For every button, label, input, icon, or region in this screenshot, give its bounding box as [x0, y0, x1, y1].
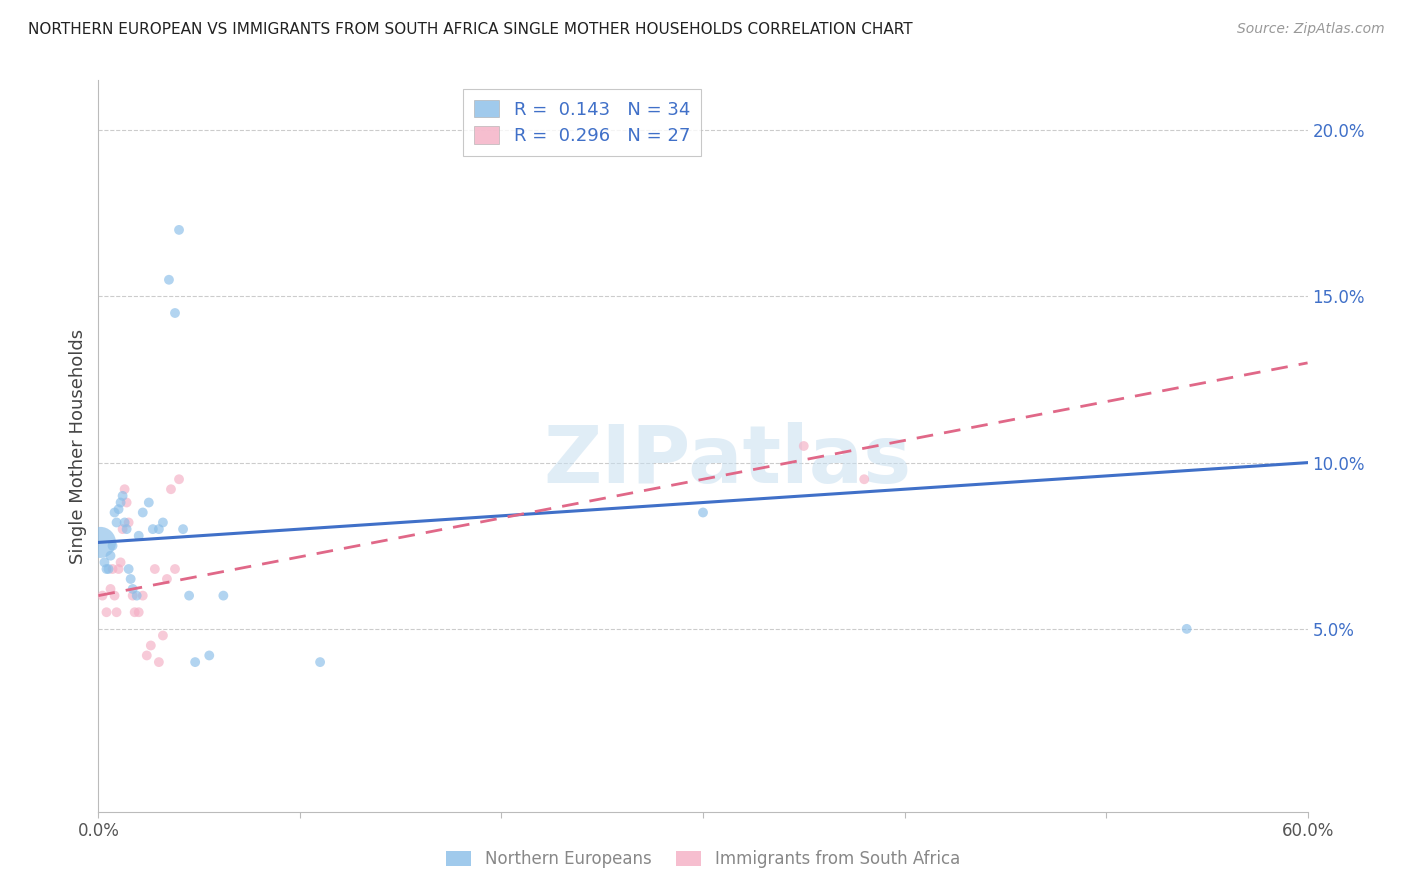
Text: NORTHERN EUROPEAN VS IMMIGRANTS FROM SOUTH AFRICA SINGLE MOTHER HOUSEHOLDS CORRE: NORTHERN EUROPEAN VS IMMIGRANTS FROM SOU…: [28, 22, 912, 37]
Point: [135, 648, 157, 663]
Point: [107, 562, 129, 576]
Point: [125, 589, 148, 603]
Point: [101, 539, 124, 553]
Point: [107, 502, 129, 516]
Point: [198, 648, 221, 663]
Point: [124, 605, 146, 619]
Point: [93, 555, 115, 569]
Point: [100, 549, 122, 563]
Point: [152, 516, 174, 530]
Point: [148, 655, 170, 669]
Point: [101, 562, 124, 576]
Point: [793, 439, 815, 453]
Point: [143, 562, 166, 576]
Point: [163, 562, 186, 576]
Point: [118, 562, 141, 576]
Point: [103, 589, 125, 603]
Point: [167, 223, 190, 237]
Point: [114, 516, 136, 530]
Point: [152, 628, 174, 642]
Point: [163, 306, 186, 320]
Point: [172, 522, 194, 536]
Point: [212, 589, 235, 603]
Point: [111, 489, 134, 503]
Point: [89, 535, 111, 549]
Point: [121, 582, 143, 596]
Y-axis label: Single Mother Households: Single Mother Households: [69, 328, 87, 564]
Point: [100, 582, 122, 596]
Point: [114, 482, 136, 496]
Point: [128, 605, 150, 619]
Point: [156, 572, 179, 586]
Point: [110, 555, 132, 569]
Point: [97, 562, 120, 576]
Point: [121, 589, 143, 603]
Point: [138, 495, 160, 509]
Point: [853, 472, 876, 486]
Point: [157, 273, 180, 287]
Point: [120, 572, 142, 586]
Point: [309, 655, 332, 669]
Point: [1175, 622, 1198, 636]
Point: [103, 506, 125, 520]
Point: [105, 516, 128, 530]
Point: [96, 562, 118, 576]
Point: [160, 482, 183, 496]
Point: [148, 522, 170, 536]
Point: [128, 529, 150, 543]
Point: [132, 589, 155, 603]
Point: [115, 495, 138, 509]
Point: [132, 506, 155, 520]
Point: [179, 589, 201, 603]
Point: [110, 495, 132, 509]
Point: [184, 655, 207, 669]
Legend: R =  0.143   N = 34, R =  0.296   N = 27: R = 0.143 N = 34, R = 0.296 N = 27: [463, 89, 702, 156]
Text: Source: ZipAtlas.com: Source: ZipAtlas.com: [1237, 22, 1385, 37]
Legend: Northern Europeans, Immigrants from South Africa: Northern Europeans, Immigrants from Sout…: [440, 844, 966, 875]
Point: [118, 516, 141, 530]
Point: [167, 472, 190, 486]
Point: [142, 522, 165, 536]
Point: [96, 605, 118, 619]
Point: [105, 605, 128, 619]
Point: [139, 639, 162, 653]
Text: ZIPatlas: ZIPatlas: [543, 422, 911, 500]
Point: [115, 522, 138, 536]
Point: [111, 522, 134, 536]
Point: [692, 506, 714, 520]
Point: [91, 589, 114, 603]
